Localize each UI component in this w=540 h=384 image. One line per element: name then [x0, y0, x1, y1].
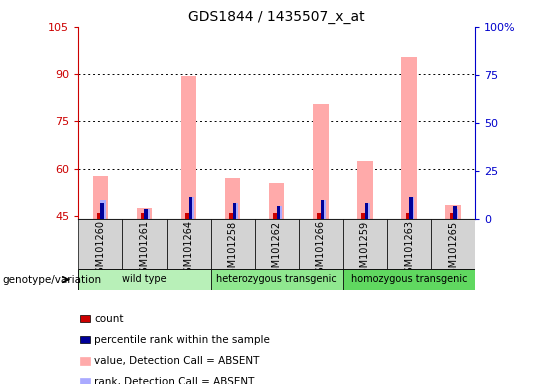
- Bar: [365, 203, 368, 219]
- Bar: [80, 336, 90, 343]
- Text: heterozygous transgenic: heterozygous transgenic: [217, 274, 337, 285]
- Bar: [453, 206, 457, 219]
- Bar: [318, 213, 321, 219]
- Title: GDS1844 / 1435507_x_at: GDS1844 / 1435507_x_at: [188, 10, 365, 25]
- Bar: [137, 208, 152, 219]
- Bar: [431, 219, 475, 269]
- Bar: [229, 213, 233, 219]
- Text: GSM101265: GSM101265: [448, 220, 458, 280]
- Text: percentile rank within the sample: percentile rank within the sample: [94, 335, 271, 345]
- Bar: [409, 197, 414, 219]
- Bar: [343, 269, 475, 290]
- Bar: [80, 357, 90, 365]
- Bar: [80, 315, 90, 323]
- Bar: [211, 219, 255, 269]
- Bar: [255, 219, 299, 269]
- Text: rank, Detection Call = ABSENT: rank, Detection Call = ABSENT: [94, 377, 255, 384]
- Bar: [357, 161, 373, 219]
- Bar: [141, 213, 144, 219]
- Bar: [269, 183, 285, 219]
- Bar: [299, 219, 343, 269]
- Bar: [233, 203, 236, 219]
- Bar: [166, 219, 211, 269]
- Bar: [387, 219, 431, 269]
- Bar: [78, 269, 211, 290]
- Bar: [453, 209, 458, 219]
- Bar: [100, 200, 106, 219]
- Bar: [409, 197, 413, 219]
- Bar: [361, 213, 365, 219]
- Bar: [97, 213, 100, 219]
- Bar: [145, 209, 148, 219]
- Bar: [188, 197, 192, 219]
- Bar: [185, 213, 188, 219]
- Text: value, Detection Call = ABSENT: value, Detection Call = ABSENT: [94, 356, 260, 366]
- Bar: [313, 104, 328, 219]
- Text: GSM101258: GSM101258: [228, 220, 238, 280]
- Bar: [406, 213, 409, 219]
- Bar: [365, 203, 370, 219]
- Bar: [80, 378, 90, 384]
- Bar: [273, 213, 277, 219]
- Bar: [78, 219, 123, 269]
- Bar: [181, 76, 196, 219]
- Bar: [93, 176, 108, 219]
- Bar: [233, 203, 238, 219]
- Text: count: count: [94, 314, 124, 324]
- Text: GSM101259: GSM101259: [360, 220, 370, 280]
- Text: homozygous transgenic: homozygous transgenic: [351, 274, 467, 285]
- Text: wild type: wild type: [122, 274, 167, 285]
- Text: GSM101264: GSM101264: [184, 220, 193, 280]
- Bar: [277, 206, 280, 219]
- Bar: [450, 213, 453, 219]
- Bar: [123, 219, 166, 269]
- Bar: [321, 200, 325, 219]
- Text: GSM101266: GSM101266: [316, 220, 326, 280]
- Text: GSM101260: GSM101260: [96, 220, 105, 280]
- Bar: [225, 178, 240, 219]
- Text: GSM101261: GSM101261: [139, 220, 150, 280]
- Bar: [401, 57, 417, 219]
- Text: GSM101263: GSM101263: [404, 220, 414, 280]
- Text: GSM101262: GSM101262: [272, 220, 282, 280]
- Bar: [276, 206, 282, 219]
- Bar: [211, 269, 343, 290]
- Bar: [321, 200, 326, 219]
- Bar: [188, 197, 194, 219]
- Bar: [145, 209, 150, 219]
- Bar: [343, 219, 387, 269]
- Bar: [446, 205, 461, 219]
- Bar: [100, 203, 104, 219]
- Text: genotype/variation: genotype/variation: [3, 275, 102, 285]
